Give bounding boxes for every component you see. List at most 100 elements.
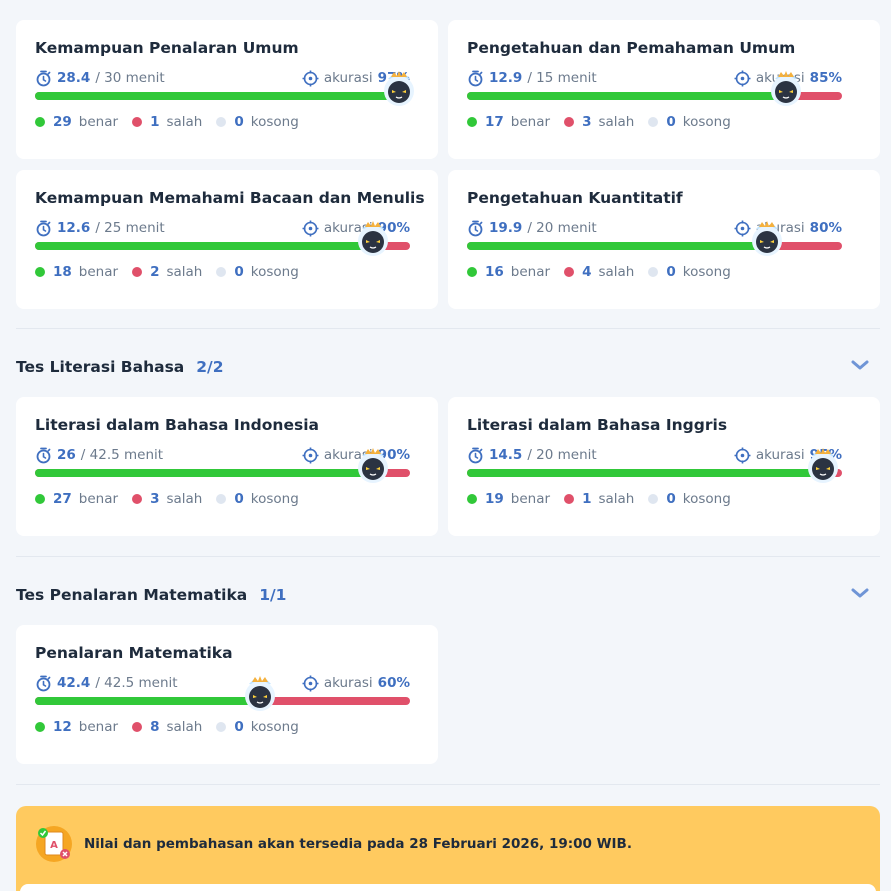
subtest-title: Pengetahuan dan Pemahaman Umum [467,39,796,57]
answer-counts: 27 benar 3 salah 0 kosong [35,491,410,507]
correct-count: 19 [485,491,504,507]
stopwatch-icon [36,70,51,86]
accuracy-bar-fill [35,697,260,705]
mascot-icon [357,221,388,256]
stopwatch-icon [468,70,483,86]
wrong-count: 8 [150,719,160,735]
subtest-title: Penalaran Matematika [35,644,233,662]
correct-label: benar [510,491,551,507]
chevron-down-icon[interactable] [850,586,870,600]
answer-counts: 16 benar 4 salah 0 kosong [467,264,842,280]
time-used: 26 / 42.5 menit [35,447,163,464]
time-limit: / 20 menit [527,220,597,236]
wrong-count: 1 [150,114,160,130]
accuracy-label: akurasi [323,220,373,236]
accuracy-value: 60% [377,675,410,691]
wrong-dot [132,117,143,127]
subtest-grid-tps: Kemampuan Penalaran Umum 28.4 / 30 menit… [16,20,880,309]
stopwatch-icon [468,220,483,236]
section-divider [16,556,880,557]
time-limit: / 42.5 menit [95,675,178,691]
correct-count: 17 [485,114,504,130]
svg-text:A: A [50,840,58,851]
correct-dot [35,117,45,127]
wrong-dot [564,267,575,277]
mascot-icon [808,448,839,483]
empty-count: 0 [234,114,244,130]
empty-label: kosong [682,114,731,130]
exam-paper-icon: A [36,826,72,862]
subtest-card: Kemampuan Penalaran Umum 28.4 / 30 menit… [16,20,438,159]
accuracy: akurasi 60% [302,675,410,692]
accuracy: akurasi 90% [302,220,410,237]
time-value: 28.4 [57,70,91,86]
empty-count: 0 [234,264,244,280]
correct-dot [35,267,45,277]
accuracy-bar [467,221,842,256]
accuracy-label: akurasi [755,447,805,463]
correct-count: 29 [53,114,72,130]
wrong-label: salah [166,719,203,735]
target-icon [302,675,319,691]
time-value: 12.6 [57,220,91,236]
accuracy-bar [35,448,410,483]
empty-count: 0 [234,491,244,507]
empty-dot [216,722,227,732]
stat-row: 42.4 / 42.5 menit akurasi 60% [35,674,410,692]
correct-count: 27 [53,491,72,507]
mascot-icon [383,71,414,106]
wrong-count: 1 [582,491,592,507]
correct-dot [467,117,477,127]
score-release-banner: A Nilai dan pembahasan akan tersedia pad… [16,806,880,891]
accuracy-value: 85% [809,70,842,86]
section-progress: 2/2 [196,358,224,376]
accuracy-bar-fill [35,469,373,477]
accuracy-bar-fill [35,92,399,100]
time-used: 14.5 / 20 menit [467,447,597,464]
section-header-matematika[interactable]: Tes Penalaran Matematika 1/1 [16,586,880,604]
target-icon [734,447,751,463]
subtest-card: Pengetahuan Kuantitatif 19.9 / 20 menit … [448,170,880,309]
stopwatch-icon [468,447,483,463]
time-limit: / 30 menit [95,70,165,86]
subtest-title: Literasi dalam Bahasa Inggris [467,416,728,434]
target-icon [734,220,751,236]
correct-dot [467,494,477,504]
chevron-down-icon[interactable] [850,358,870,372]
correct-dot [35,494,45,504]
wrong-label: salah [598,491,635,507]
correct-count: 16 [485,264,504,280]
correct-label: benar [78,264,119,280]
target-icon [302,447,319,463]
accuracy-bar [35,71,414,106]
accuracy-label: akurasi [323,447,373,463]
correct-label: benar [78,719,119,735]
mascot-icon [752,221,782,256]
section-header-literasi[interactable]: Tes Literasi Bahasa 2/2 [16,358,880,376]
time-used: 19.9 / 20 menit [467,220,597,237]
empty-dot [648,117,659,127]
empty-dot [648,494,659,504]
accuracy-value: 90% [377,220,410,236]
answer-counts: 17 benar 3 salah 0 kosong [467,114,842,130]
wrong-label: salah [166,264,203,280]
wrong-count: 4 [582,264,592,280]
target-icon [302,220,319,236]
subtest-card: Pengetahuan dan Pemahaman Umum 12.9 / 15… [448,20,880,159]
correct-label: benar [78,491,119,507]
accuracy-bar [35,221,410,256]
empty-label: kosong [682,491,731,507]
answer-counts: 18 benar 2 salah 0 kosong [35,264,410,280]
stopwatch-icon [36,447,51,463]
empty-dot [648,267,659,277]
correct-label: benar [510,114,551,130]
wrong-dot [132,267,143,277]
wrong-dot [564,117,575,127]
correct-count: 12 [53,719,72,735]
correct-label: benar [78,114,119,130]
banner-message: Nilai dan pembahasan akan tersedia pada … [84,836,632,852]
empty-dot [216,494,227,504]
empty-label: kosong [682,264,731,280]
empty-label: kosong [250,264,299,280]
stat-row: 19.9 / 20 menit akurasi 80% [467,219,842,237]
